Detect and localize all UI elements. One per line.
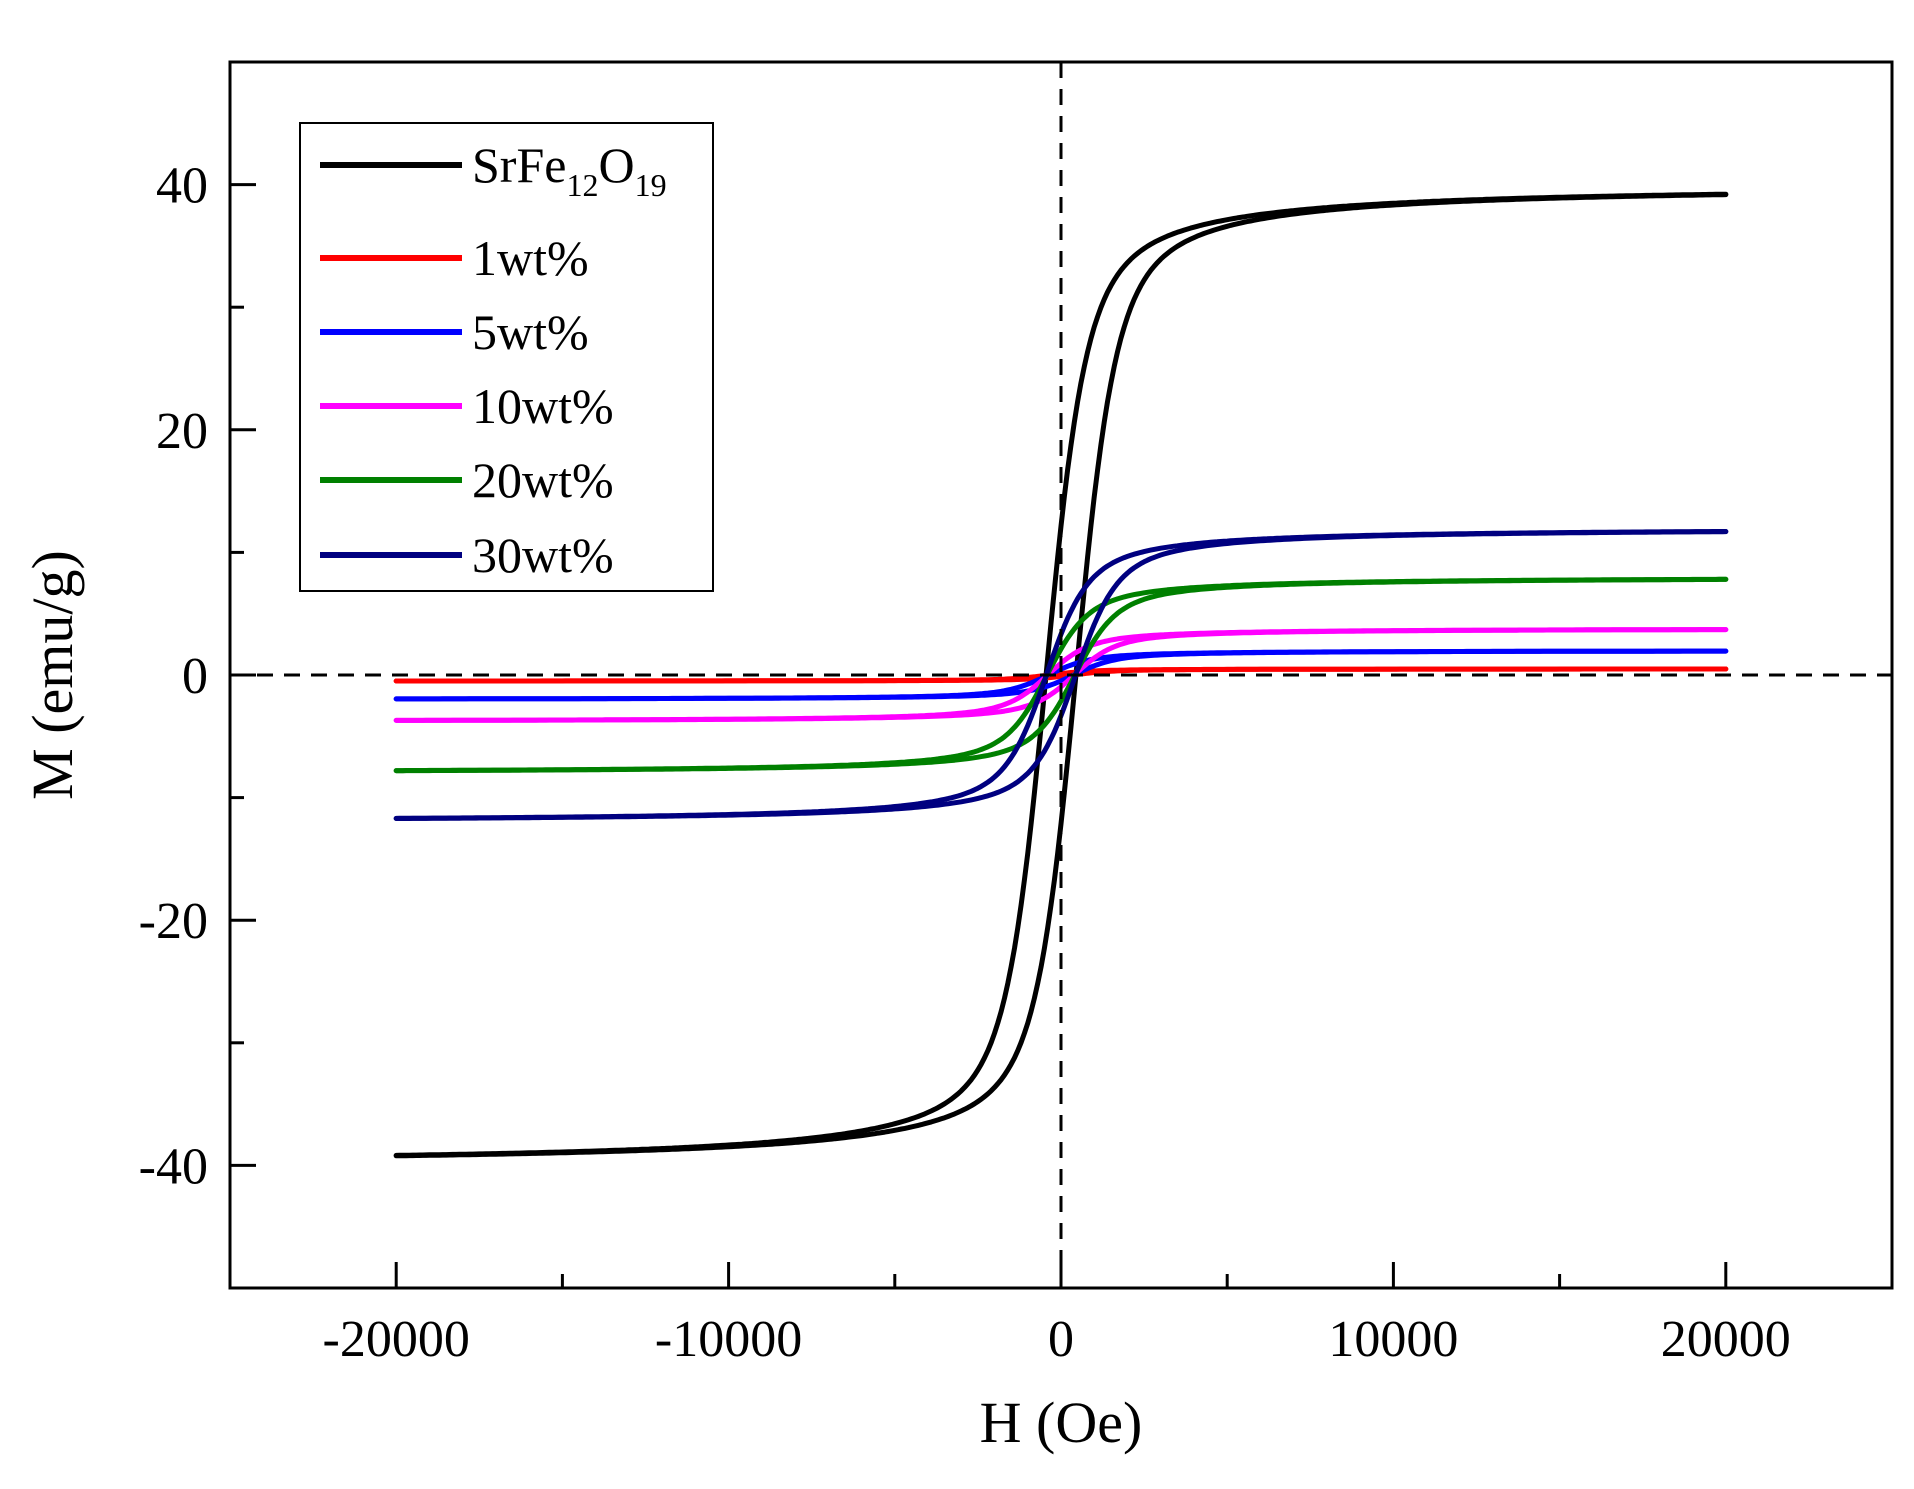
x-axis-title: H (Oe) (980, 1390, 1143, 1455)
y-axis-title: M (emu/g) (20, 550, 85, 800)
x-tick-label: 20000 (1661, 1311, 1791, 1368)
y-tick-label: -40 (139, 1138, 208, 1195)
legend-label-30wt-: 30wt% (472, 527, 614, 583)
x-tick-label: -10000 (655, 1311, 802, 1368)
legend-box (299, 122, 714, 592)
legend-label-srfe12o19: SrFe12O19 (472, 137, 667, 203)
y-tick-label: 0 (182, 648, 208, 705)
y-tick-label: 40 (156, 158, 208, 215)
x-tick-label: 0 (1048, 1311, 1074, 1368)
y-tick-label: -20 (139, 893, 208, 950)
x-tick-label: 10000 (1328, 1311, 1458, 1368)
legend-label-1wt-: 1wt% (472, 230, 589, 286)
axis-ticks (230, 183, 1728, 1288)
curve-1wt--ascending (393, 666, 1729, 684)
curve-20wt--ascending (393, 576, 1729, 774)
y-tick-label: 20 (156, 403, 208, 460)
reference-lines (230, 62, 1892, 1288)
x-tick-labels: -20000 -10000 0 10000 20000 (323, 1311, 1791, 1368)
legend: SrFe12O19 1wt% 5wt% 10wt% 20wt% 30wt% (299, 122, 714, 592)
curve-5wt--ascending (393, 648, 1729, 702)
legend-label-20wt-: 20wt% (472, 452, 614, 508)
y-tick-labels: -40 -20 0 20 40 (139, 158, 208, 1196)
legend-label-10wt-: 10wt% (472, 378, 614, 434)
legend-label-5wt-: 5wt% (472, 304, 589, 360)
x-tick-label: -20000 (323, 1311, 470, 1368)
